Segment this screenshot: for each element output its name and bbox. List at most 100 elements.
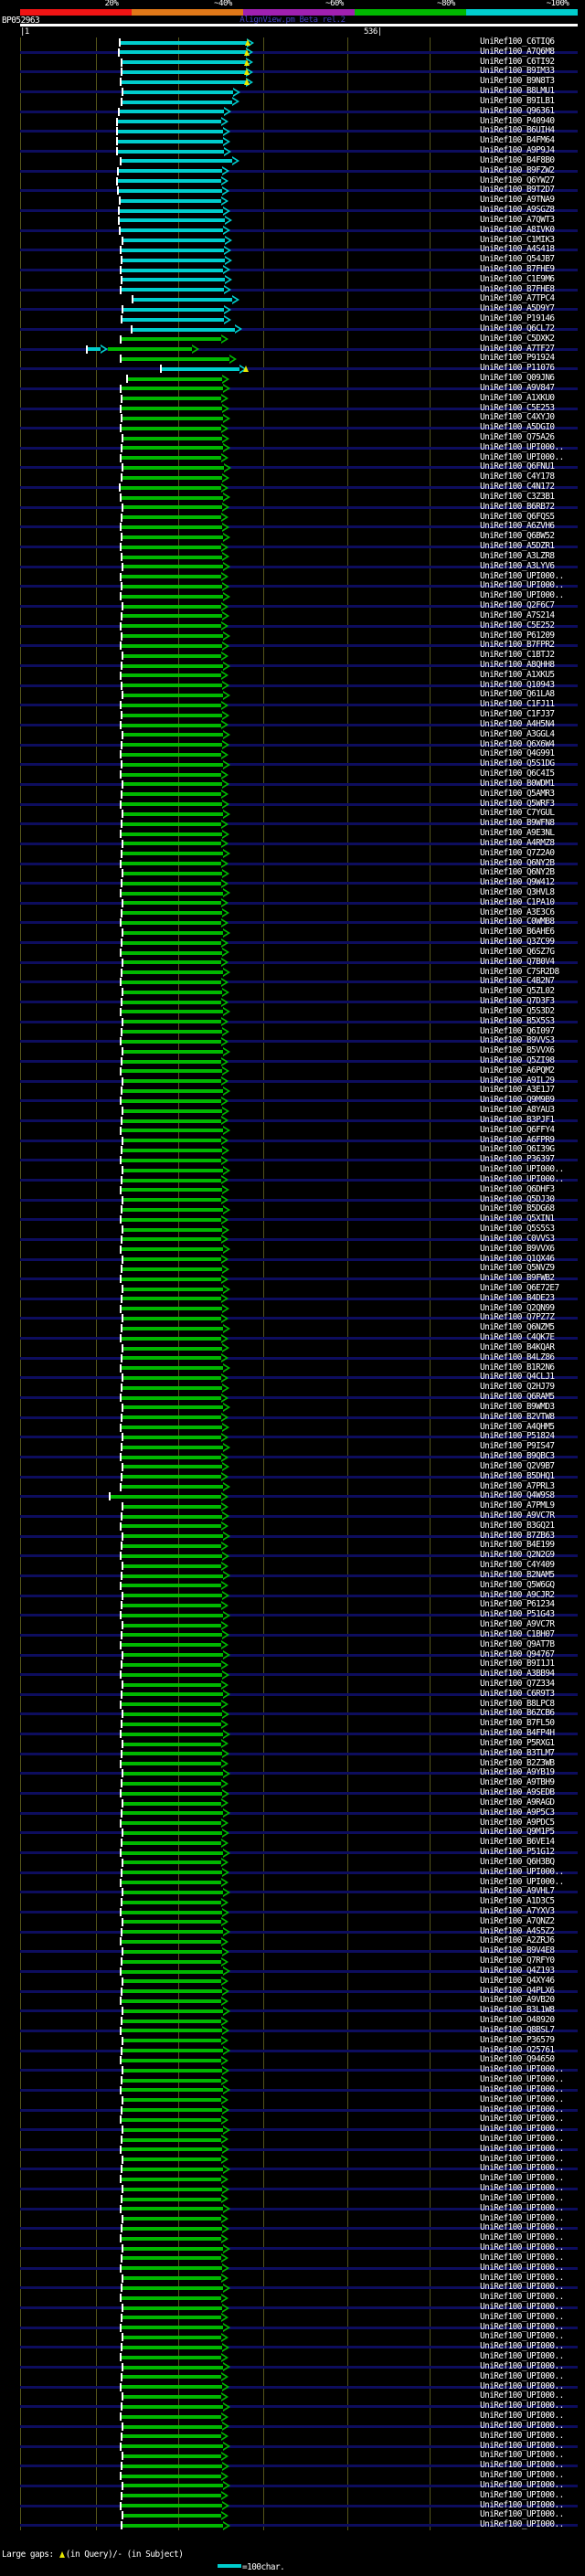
- hsp-bar[interactable]: [122, 505, 222, 510]
- subject-label[interactable]: UniRef100_Q2V9B7: [480, 1460, 555, 1471]
- hsp-bar[interactable]: [122, 1920, 221, 1924]
- subject-label[interactable]: UniRef100_A9PDC5: [480, 1817, 555, 1828]
- subject-label[interactable]: UniRef100_UPI000..: [480, 2173, 564, 2184]
- alignment-row[interactable]: UniRef100_B7ZB63: [0, 1531, 585, 1542]
- hsp-bar[interactable]: [121, 614, 222, 619]
- subject-label[interactable]: UniRef100_B9IM33: [480, 66, 555, 77]
- subject-label[interactable]: UniRef100_UPI000..: [480, 2124, 564, 2135]
- alignment-row[interactable]: UniRef100_B4FP4H: [0, 1728, 585, 1739]
- hsp-bar[interactable]: [120, 2266, 222, 2271]
- alignment-row[interactable]: UniRef100_A3E1J7: [0, 1085, 585, 1096]
- alignment-row[interactable]: UniRef100_A7QNZ2: [0, 1916, 585, 1927]
- subject-label[interactable]: UniRef100_Q7RFY0: [480, 1956, 555, 1966]
- subject-label[interactable]: UniRef100_UPI000..: [480, 2370, 564, 2381]
- subject-label[interactable]: UniRef100_A9TBH9: [480, 1777, 555, 1788]
- hsp-bar[interactable]: [122, 1979, 221, 1984]
- subject-label[interactable]: UniRef100_B3PJF1: [480, 1114, 555, 1125]
- alignment-row[interactable]: UniRef100_A9IL29: [0, 1076, 585, 1087]
- subject-label[interactable]: UniRef100_A9E3NL: [480, 828, 555, 839]
- alignment-row[interactable]: UniRef100_A4QHM5: [0, 1422, 585, 1433]
- hsp-bar[interactable]: [122, 2098, 221, 2103]
- alignment-row[interactable]: UniRef100_B4LZ86: [0, 1352, 585, 1363]
- alignment-row[interactable]: UniRef100_A6FPR9: [0, 1135, 585, 1146]
- subject-label[interactable]: UniRef100_C4B2N7: [480, 976, 555, 987]
- alignment-row[interactable]: UniRef100_UPI000..: [0, 2144, 585, 2155]
- hsp-bar[interactable]: [121, 684, 222, 688]
- hsp-bar[interactable]: [122, 1317, 221, 1321]
- alignment-row[interactable]: UniRef100_A9VB20: [0, 1995, 585, 2006]
- subject-label[interactable]: UniRef100_P19146: [480, 313, 555, 324]
- subject-label[interactable]: UniRef100_UPI000..: [480, 2302, 564, 2313]
- hsp-bar[interactable]: [121, 515, 221, 520]
- subject-label[interactable]: UniRef100_P5RXG1: [480, 1737, 555, 1748]
- subject-label[interactable]: UniRef100_UPI000..: [480, 570, 564, 581]
- alignment-row[interactable]: UniRef100_UPI000..: [0, 2479, 585, 2491]
- hsp-bar[interactable]: [120, 80, 246, 84]
- hsp-bar[interactable]: [122, 1594, 222, 1598]
- alignment-row[interactable]: UniRef100_A6ZVH6: [0, 521, 585, 532]
- alignment-row[interactable]: UniRef100_A7PML9: [0, 1500, 585, 1511]
- alignment-row[interactable]: UniRef100_Q6BW52: [0, 531, 585, 542]
- alignment-row[interactable]: UniRef100_UPI000..: [0, 2173, 585, 2184]
- hsp-bar[interactable]: [120, 1426, 222, 1430]
- subject-label[interactable]: UniRef100_A7Q6M8: [480, 46, 555, 57]
- hsp-bar[interactable]: [119, 228, 223, 233]
- hsp-bar[interactable]: [122, 307, 224, 312]
- alignment-row[interactable]: UniRef100_UPI000..: [0, 2431, 585, 2442]
- alignment-row[interactable]: UniRef100_C4N172: [0, 482, 585, 493]
- alignment-row[interactable]: UniRef100_Q5ZI98: [0, 1055, 585, 1066]
- subject-label[interactable]: UniRef100_C1FJ11: [480, 699, 555, 710]
- hsp-bar[interactable]: [120, 1247, 223, 1252]
- subject-label[interactable]: UniRef100_UPI000..: [480, 2104, 564, 2115]
- hsp-bar[interactable]: [121, 2019, 221, 2023]
- subject-label[interactable]: UniRef100_Q2QN99: [480, 1302, 555, 1313]
- alignment-row[interactable]: UniRef100_UPI000..: [0, 2273, 585, 2284]
- alignment-row[interactable]: UniRef100_P9IS47: [0, 1441, 585, 1452]
- hsp-bar[interactable]: [120, 921, 221, 926]
- subject-label[interactable]: UniRef100_B9WFN8: [480, 818, 555, 829]
- hsp-bar[interactable]: [122, 2217, 221, 2221]
- subject-label[interactable]: UniRef100_UPI000..: [480, 2282, 564, 2293]
- hsp-bar[interactable]: [120, 1010, 223, 1014]
- alignment-row[interactable]: UniRef100_A8QHH8: [0, 660, 585, 671]
- alignment-row[interactable]: UniRef100_B9T2D7: [0, 185, 585, 196]
- subject-label[interactable]: UniRef100_UPI000..: [480, 1876, 564, 1887]
- hsp-bar[interactable]: [119, 485, 221, 490]
- alignment-row[interactable]: UniRef100_Q3HVL8: [0, 887, 585, 898]
- subject-label[interactable]: UniRef100_Q5DJ30: [480, 1193, 555, 1204]
- hsp-bar[interactable]: [121, 1871, 222, 1875]
- subject-label[interactable]: UniRef100_P51G43: [480, 1609, 555, 1620]
- alignment-row[interactable]: UniRef100_A7Q6M8: [0, 46, 585, 58]
- alignment-row[interactable]: UniRef100_Q75A26: [0, 432, 585, 443]
- subject-label[interactable]: UniRef100_A2ZRJ6: [480, 1935, 555, 1946]
- hsp-bar[interactable]: [120, 2355, 221, 2359]
- hsp-bar[interactable]: [121, 258, 225, 262]
- alignment-row[interactable]: UniRef100_Q54JB7: [0, 254, 585, 265]
- subject-label[interactable]: UniRef100_A7YXV3: [480, 1906, 555, 1916]
- subject-label[interactable]: UniRef100_C1E9M6: [480, 273, 555, 284]
- subject-label[interactable]: UniRef100_UPI000..: [480, 2133, 564, 2144]
- alignment-row[interactable]: UniRef100_C4QK7E: [0, 1332, 585, 1343]
- hsp-bar[interactable]: [122, 2276, 221, 2281]
- subject-label[interactable]: UniRef100_C3Z3B1: [480, 491, 555, 502]
- alignment-row[interactable]: UniRef100_C4Y178: [0, 472, 585, 482]
- hsp-bar[interactable]: [122, 2306, 222, 2310]
- hsp-bar[interactable]: [122, 1890, 223, 1894]
- hsp-bar[interactable]: [122, 871, 222, 875]
- alignment-row[interactable]: UniRef100_Q4W9S8: [0, 1490, 585, 1501]
- alignment-row[interactable]: UniRef100_C1FJ37: [0, 709, 585, 720]
- hsp-bar[interactable]: [120, 387, 223, 391]
- subject-label[interactable]: UniRef100_Q6X6W4: [480, 738, 555, 749]
- hsp-bar[interactable]: [120, 2029, 222, 2033]
- hsp-bar[interactable]: [120, 1336, 221, 1341]
- alignment-row[interactable]: UniRef100_Q6FQS5: [0, 512, 585, 523]
- alignment-row[interactable]: UniRef100_A3GGL4: [0, 729, 585, 740]
- subject-label[interactable]: UniRef100_B9VVX6: [480, 1243, 555, 1254]
- hsp-bar[interactable]: [120, 1762, 221, 1766]
- alignment-row[interactable]: UniRef100_UPI000..: [0, 2370, 585, 2382]
- alignment-row[interactable]: UniRef100_UPI000..: [0, 2351, 585, 2362]
- subject-label[interactable]: UniRef100_Q5ZI98: [480, 1055, 555, 1066]
- subject-label[interactable]: UniRef100_UPI000..: [480, 2470, 564, 2481]
- subject-label[interactable]: UniRef100_UPI000..: [480, 2479, 564, 2490]
- alignment-row[interactable]: UniRef100_UPI000..: [0, 2312, 585, 2323]
